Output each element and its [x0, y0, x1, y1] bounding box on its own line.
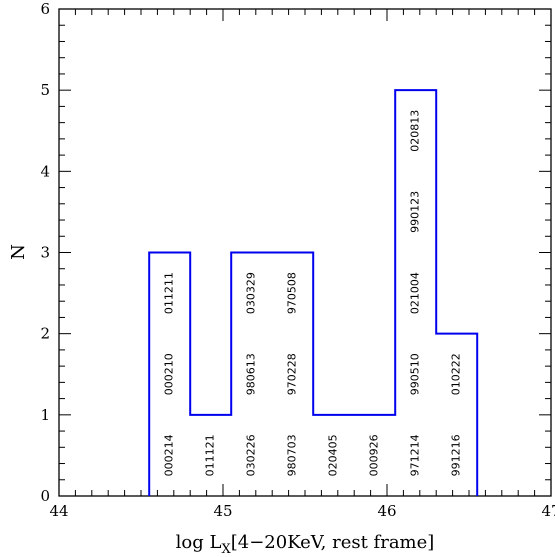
y-tick-label: 3 — [40, 244, 50, 262]
bin-event-label: 020813 — [409, 110, 422, 152]
x-tick-label: 44 — [49, 502, 68, 520]
plot-frame — [58, 8, 552, 497]
bin-event-label: 990123 — [409, 191, 422, 233]
bin-event-label: 020405 — [327, 434, 340, 476]
tick-labels: 444546470123456 — [40, 0, 555, 520]
bin-labels: 000214 000210 011211 011121 030226 980613 0303… — [163, 110, 463, 477]
bin-event-label: 970228 — [286, 353, 299, 395]
y-tick-label: 5 — [40, 81, 50, 99]
bin-event-label: 030329 — [245, 272, 258, 314]
y-tick-label: 6 — [40, 0, 50, 18]
bin-event-label: 980703 — [286, 434, 299, 476]
x-axis-title-subscript: X — [221, 542, 231, 557]
x-tick-label: 47 — [541, 502, 555, 520]
bin-event-label: 991216 — [450, 434, 463, 476]
histogram-step-line — [148, 89, 479, 496]
bin-event-label: 010222 — [450, 353, 463, 395]
bin-event-label: 970508 — [286, 272, 299, 314]
bin-event-label: 000210 — [163, 353, 176, 395]
bin-event-label: 971214 — [409, 434, 422, 476]
bin-event-label: 021004 — [409, 272, 422, 314]
bin-event-label: 011211 — [163, 272, 176, 314]
y-axis-title: N — [8, 244, 29, 260]
bin-event-label: 000214 — [163, 434, 176, 476]
bin-event-label: 011121 — [204, 434, 217, 476]
x-tick-label: 45 — [213, 502, 232, 520]
bin-event-label: 000926 — [368, 434, 381, 476]
x-axis-title: log LX[4−20KeV, rest frame] — [176, 532, 435, 557]
x-axis-title-main: log L — [176, 532, 222, 553]
bin-event-label: 990510 — [409, 353, 422, 395]
y-tick-label: 4 — [40, 162, 50, 180]
bin-event-label: 030226 — [245, 434, 258, 476]
y-tick-label: 1 — [40, 406, 50, 424]
y-tick-label: 0 — [40, 487, 50, 505]
y-tick-label: 2 — [40, 325, 50, 343]
x-axis-title-rest: [4−20KeV, rest frame] — [231, 532, 435, 553]
x-tick-label: 46 — [377, 502, 396, 520]
bin-event-label: 980613 — [245, 353, 258, 395]
